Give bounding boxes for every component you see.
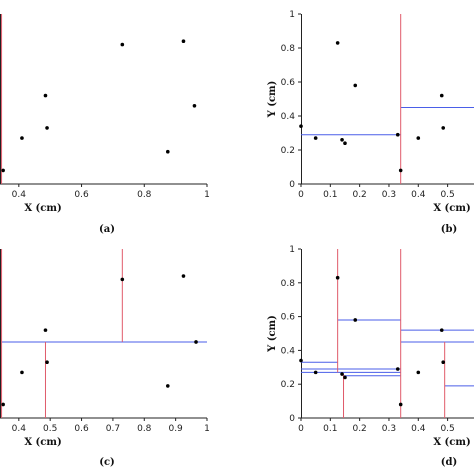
data-point — [299, 124, 303, 128]
y-axis-label: Y (cm) — [267, 315, 278, 353]
data-point — [395, 132, 400, 137]
y-tick-label: 1 — [289, 10, 295, 20]
data-point — [299, 358, 303, 363]
x-tick-label: 0.6 — [74, 424, 89, 434]
data-point — [340, 138, 344, 142]
data-point — [20, 136, 24, 140]
chart-panel-1: 0.4 0.6 0.8 1 X (cm) (a) — [0, 14, 210, 235]
chart-panel-4: 0 0.1 0.2 0.3 0.4 0.5 0 0.2 0.4 0.6 0.8 1 X (cm) Y (c… — [267, 245, 474, 468]
y-tick-label: 0.8 — [281, 44, 296, 54]
data-point — [395, 367, 400, 371]
x-tick-label: 0.1 — [323, 190, 337, 200]
x-tick-label: 0.6 — [74, 190, 89, 200]
x-tick-label: 0.4 — [12, 190, 27, 200]
x-tick-label: 1 — [204, 424, 210, 434]
panel-label: (d) — [441, 457, 457, 468]
y-tick-label: 0.2 — [281, 380, 295, 390]
y-tick-label: 0.4 — [281, 112, 296, 122]
y-tick-label: 0.2 — [281, 146, 295, 156]
data-point — [120, 277, 125, 282]
x-tick-label: 0.4 — [411, 424, 426, 434]
data-point — [439, 328, 444, 332]
data-point — [416, 370, 421, 375]
x-tick-label: 0.4 — [411, 190, 426, 200]
data-point — [353, 83, 358, 88]
data-point — [45, 360, 49, 365]
y-tick-label: 0 — [289, 180, 295, 190]
data-point — [398, 168, 403, 173]
data-point — [340, 372, 344, 376]
y-tick-label: 0.4 — [281, 346, 296, 356]
data-point — [181, 274, 186, 278]
x-axis-label: X (cm) — [433, 437, 470, 448]
chart-panel-2: 0 0.1 0.2 0.3 0.4 0.5 0 0.2 0.4 0.6 0.8 1 X (cm) Y (c… — [267, 10, 474, 235]
data-point — [181, 39, 186, 43]
x-axis-label: X (cm) — [433, 203, 470, 214]
data-point — [120, 42, 125, 47]
x-tick-label: 0.9 — [168, 424, 183, 434]
data-point — [165, 149, 170, 154]
chart-panel-3: 0.4 0.5 0.6 0.7 0.8 0.9 1 X (cm) (c) — [0, 249, 210, 468]
x-tick-label: 0.5 — [440, 190, 454, 200]
x-tick-label: 0.8 — [137, 190, 152, 200]
x-tick-label: 0.8 — [137, 424, 152, 434]
y-axis-label: Y (cm) — [267, 81, 278, 119]
data-point — [441, 126, 446, 130]
panel-label: (b) — [441, 224, 457, 235]
data-point — [313, 370, 318, 375]
data-point — [1, 402, 5, 407]
data-point — [43, 328, 48, 332]
data-point — [439, 93, 444, 98]
y-tick-label: 0.6 — [281, 78, 296, 88]
data-point — [335, 275, 340, 280]
x-tick-label: 1 — [204, 190, 210, 200]
y-tick-label: 0.8 — [281, 279, 296, 289]
data-point — [343, 375, 347, 380]
x-tick-label: 0.5 — [440, 424, 454, 434]
x-tick-label: 0.2 — [352, 190, 366, 200]
data-point — [20, 370, 24, 375]
x-axis-label: X (cm) — [24, 203, 61, 214]
x-tick-label: 0.7 — [106, 424, 120, 434]
data-point — [343, 141, 347, 145]
x-tick-label: 0.5 — [43, 424, 57, 434]
data-point — [398, 402, 403, 407]
y-tick-label: 0.6 — [281, 313, 296, 323]
y-tick-label: 1 — [289, 245, 295, 255]
data-point — [45, 126, 49, 130]
x-tick-label: 0 — [298, 190, 304, 200]
x-tick-label: 0.3 — [382, 190, 396, 200]
x-tick-label: 0.2 — [352, 424, 366, 434]
data-point — [441, 360, 446, 365]
data-point — [165, 384, 170, 388]
x-axis-label: X (cm) — [24, 437, 61, 448]
x-tick-label: 0.4 — [12, 424, 27, 434]
data-point — [416, 136, 421, 140]
data-point — [194, 340, 198, 344]
panel-label: (a) — [99, 224, 115, 235]
panel-label: (c) — [99, 457, 115, 468]
data-point — [335, 41, 340, 45]
data-point — [1, 168, 5, 173]
data-point — [43, 93, 48, 98]
data-point — [353, 318, 358, 322]
x-tick-label: 0.3 — [382, 424, 396, 434]
data-point — [313, 136, 318, 140]
data-point — [192, 104, 197, 108]
x-tick-label: 0.1 — [323, 424, 337, 434]
x-tick-label: 0 — [298, 424, 304, 434]
y-tick-label: 0 — [289, 414, 295, 424]
